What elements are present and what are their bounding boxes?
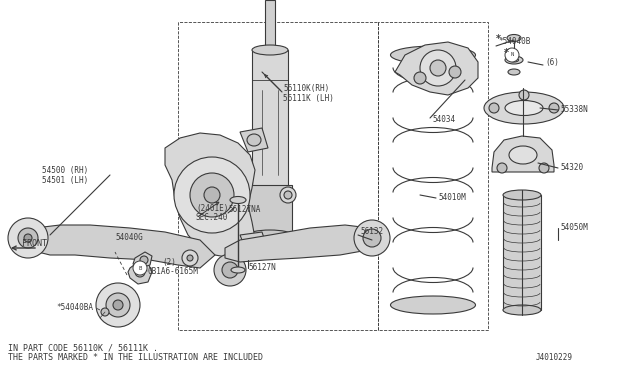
Text: 54320: 54320 [560,164,583,173]
Text: *54040B: *54040B [498,38,531,46]
Text: J4010229: J4010229 [536,353,573,362]
Ellipse shape [507,35,521,42]
Polygon shape [240,232,268,255]
Ellipse shape [505,56,523,64]
Text: *: * [504,48,509,58]
Text: 55338N: 55338N [560,106,588,115]
Text: 54050M: 54050M [560,224,588,232]
Ellipse shape [503,305,541,315]
Text: 56110K(RH): 56110K(RH) [283,83,329,93]
Text: 56127N: 56127N [248,263,276,273]
Circle shape [280,187,296,203]
Polygon shape [503,195,541,310]
Text: 54034: 54034 [432,115,455,125]
Ellipse shape [509,58,518,62]
Text: 56132: 56132 [360,228,383,237]
Text: 56111K (LH): 56111K (LH) [283,93,334,103]
Circle shape [549,103,559,113]
Polygon shape [18,225,215,268]
Circle shape [113,300,123,310]
Text: SEC.240: SEC.240 [196,214,228,222]
Text: (6): (6) [545,58,559,67]
Circle shape [539,163,549,173]
Circle shape [489,103,499,113]
Circle shape [190,173,234,217]
Ellipse shape [231,267,245,273]
Circle shape [222,262,238,278]
Polygon shape [248,185,292,235]
Circle shape [140,256,148,264]
Text: (2): (2) [162,259,176,267]
Circle shape [18,228,38,248]
Circle shape [106,293,130,317]
Ellipse shape [505,100,543,115]
Circle shape [449,66,461,78]
Text: *54040BA: *54040BA [56,304,93,312]
Polygon shape [265,0,275,80]
Polygon shape [133,252,152,268]
Text: 54010M: 54010M [438,193,466,202]
Circle shape [214,254,246,286]
Ellipse shape [230,196,246,203]
Polygon shape [252,50,288,200]
Circle shape [8,218,48,258]
Circle shape [420,50,456,86]
Ellipse shape [508,69,520,75]
Circle shape [497,163,507,173]
Circle shape [182,250,198,266]
Ellipse shape [390,296,476,314]
Circle shape [133,261,147,275]
Ellipse shape [509,146,537,164]
Polygon shape [240,128,268,152]
Circle shape [519,90,529,100]
Circle shape [430,60,446,76]
Text: B: B [138,266,141,270]
Circle shape [204,187,220,203]
Circle shape [96,283,140,327]
Circle shape [24,234,32,242]
Text: N: N [510,52,514,58]
Polygon shape [492,136,554,172]
Text: *: * [496,34,501,44]
Circle shape [187,255,193,261]
Circle shape [414,72,426,84]
Ellipse shape [484,92,564,124]
Ellipse shape [247,134,261,146]
Polygon shape [128,262,152,284]
Ellipse shape [248,230,292,240]
Polygon shape [395,42,478,95]
Polygon shape [165,133,255,258]
Ellipse shape [252,45,288,55]
Text: IN PART CODE 56110K / 56111K .: IN PART CODE 56110K / 56111K . [8,343,158,353]
Circle shape [363,229,381,247]
Circle shape [505,48,519,62]
Circle shape [284,191,292,199]
Ellipse shape [503,190,541,200]
Text: 54500 (RH): 54500 (RH) [42,166,88,174]
Text: 56127NA: 56127NA [228,205,260,215]
Polygon shape [225,225,375,262]
Ellipse shape [390,46,476,64]
Text: 54040G: 54040G [115,232,143,241]
Text: THE PARTS MARKED * IN THE ILLUSTRATION ARE INCLUDED: THE PARTS MARKED * IN THE ILLUSTRATION A… [8,353,263,362]
Text: (2401E): (2401E) [196,205,228,214]
Text: FRONT: FRONT [22,240,47,248]
Circle shape [135,267,145,277]
Circle shape [354,220,390,256]
Text: 54501 (LH): 54501 (LH) [42,176,88,185]
Text: 0B1A6-6165M: 0B1A6-6165M [148,267,199,276]
Circle shape [174,157,250,233]
Circle shape [101,308,109,316]
